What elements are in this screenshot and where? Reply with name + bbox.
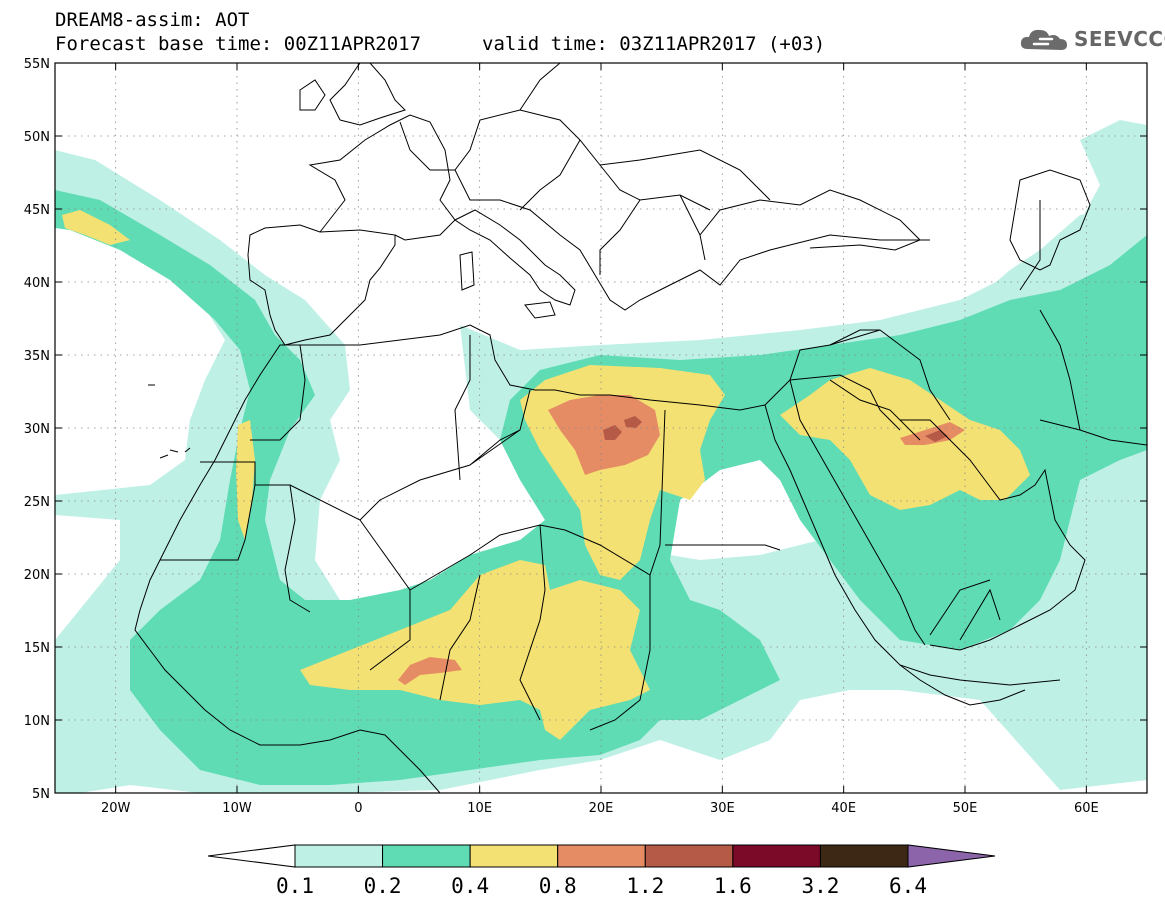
aot-0.4-sahel bbox=[300, 560, 650, 740]
lon-tick-label: 20E bbox=[589, 801, 614, 816]
colorbar-low-arrow bbox=[207, 844, 296, 868]
cloud-icon bbox=[1020, 29, 1067, 50]
lat-tick-label: 30N bbox=[24, 422, 50, 437]
aot-0.8-nigeria bbox=[398, 657, 462, 685]
lon-tick-label: 10W bbox=[222, 801, 252, 816]
west-africa-coast bbox=[134, 429, 441, 793]
italy-coast bbox=[454, 209, 576, 306]
horn-of-africa-coast bbox=[899, 664, 1026, 706]
longitude-labels: 20W 10W 0 10E 20E 30E 40E 50E 60E bbox=[101, 801, 1099, 816]
aot-0.4-atlantic-streak bbox=[62, 210, 130, 245]
colorbar: 0.1 0.2 0.4 0.8 1.2 1.6 3.2 6.4 bbox=[207, 844, 996, 898]
canary-islands bbox=[148, 384, 191, 459]
logo-text: SEEVCCC bbox=[1074, 27, 1165, 51]
colorbar-labels: 0.1 0.2 0.4 0.8 1.2 1.6 3.2 6.4 bbox=[276, 874, 927, 898]
colorbar-label: 6.4 bbox=[889, 874, 927, 898]
balkans-coast bbox=[499, 199, 930, 311]
lat-tick-label: 15N bbox=[24, 641, 50, 656]
lat-tick-label: 20N bbox=[24, 568, 50, 583]
sardinia bbox=[459, 251, 475, 291]
forecast-base-time: Forecast base time: 00Z11APR2017 bbox=[55, 33, 422, 55]
colorbar-box bbox=[819, 844, 909, 868]
latitude-labels: 55N 50N 45N 40N 35N 30N 25N 20N 15N 10N 5N bbox=[24, 57, 50, 802]
aot-1.2-libya-a bbox=[603, 425, 622, 440]
lat-tick-label: 50N bbox=[24, 130, 50, 145]
aot-contours bbox=[55, 120, 1147, 793]
colorbar-label: 1.6 bbox=[714, 874, 752, 898]
colorbar-box bbox=[732, 844, 821, 868]
lon-tick-label: 0 bbox=[354, 801, 362, 816]
lon-tick-label: 50E bbox=[953, 801, 978, 816]
france-coast bbox=[308, 114, 456, 241]
lat-tick-label: 35N bbox=[24, 349, 50, 364]
seevccc-logo: SEEVCCC bbox=[1018, 24, 1165, 54]
lat-tick-label: 45N bbox=[24, 203, 50, 218]
colorbar-label: 0.1 bbox=[276, 874, 314, 898]
colorbar-label: 0.4 bbox=[451, 874, 489, 898]
lon-tick-label: 40E bbox=[831, 801, 856, 816]
lon-tick-label: 20W bbox=[101, 801, 131, 816]
colorbar-box bbox=[294, 844, 384, 868]
country-borders bbox=[160, 200, 1081, 731]
lat-tick-label: 25N bbox=[24, 495, 50, 510]
map-title: DREAM8-assim: AOT bbox=[55, 9, 250, 31]
aot-1.2-libya-b bbox=[624, 416, 642, 428]
arabia-coast bbox=[900, 419, 1086, 651]
caspian-coast bbox=[1009, 169, 1091, 271]
colorbar-box bbox=[469, 844, 559, 868]
axis-ticks bbox=[55, 62, 1147, 794]
colorbar-label: 3.2 bbox=[801, 874, 839, 898]
lon-tick-label: 10E bbox=[467, 801, 492, 816]
colorbar-box bbox=[644, 844, 734, 868]
colorbar-label: 1.2 bbox=[626, 874, 664, 898]
lat-tick-label: 40N bbox=[24, 276, 50, 291]
lat-tick-label: 55N bbox=[24, 57, 50, 72]
lon-tick-label: 60E bbox=[1074, 801, 1099, 816]
map-gridlines bbox=[55, 63, 1147, 793]
aot-0.4-sudan-blob bbox=[910, 530, 940, 555]
colorbar-boxes bbox=[294, 844, 909, 868]
gulf-coast bbox=[1039, 419, 1147, 446]
colorbar-label: 0.8 bbox=[539, 874, 577, 898]
lat-tick-label: 5N bbox=[32, 787, 50, 802]
colorbar-box bbox=[557, 844, 646, 868]
sicily bbox=[524, 301, 556, 319]
lat-tick-label: 10N bbox=[24, 714, 50, 729]
red-sea-coast bbox=[764, 379, 1061, 686]
europe-borders bbox=[399, 63, 771, 275]
iberia-coast bbox=[247, 224, 396, 346]
colorbar-box bbox=[382, 844, 471, 868]
black-sea-coast bbox=[699, 189, 921, 261]
aot-1.2-iraq bbox=[925, 430, 948, 442]
colorbar-high-arrow bbox=[907, 844, 996, 868]
colorbar-label: 0.2 bbox=[364, 874, 402, 898]
valid-time: valid time: 03Z11APR2017 (+03) bbox=[482, 33, 826, 55]
british-isles bbox=[299, 63, 406, 126]
coastlines-and-borders bbox=[134, 63, 1147, 793]
lon-tick-label: 30E bbox=[710, 801, 735, 816]
